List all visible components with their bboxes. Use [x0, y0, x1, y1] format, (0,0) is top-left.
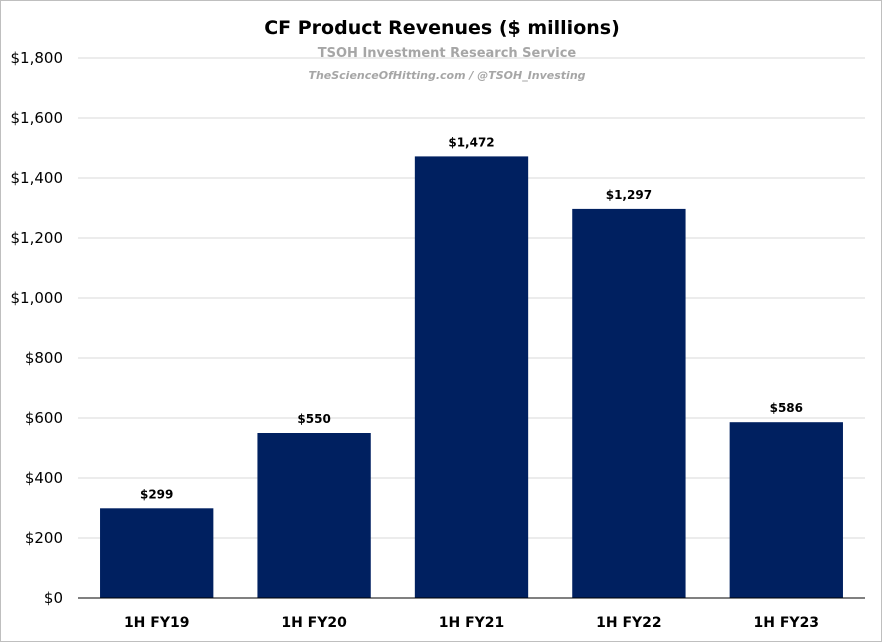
y-tick-label: $1,600 [11, 109, 64, 127]
x-tick-label: 1H FY21 [439, 615, 505, 631]
data-label: $1,472 [448, 135, 494, 149]
bars [100, 156, 843, 598]
y-tick-label: $200 [25, 529, 63, 547]
y-tick-label: $400 [25, 469, 63, 487]
x-tick-label: 1H FY23 [754, 615, 820, 631]
x-tick-label: 1H FY20 [281, 615, 347, 631]
y-tick-label: $1,800 [11, 49, 64, 67]
chart-credit: TheScienceOfHitting.com / @TSOH_Investin… [308, 69, 585, 82]
data-label: $550 [297, 412, 330, 426]
bar [100, 508, 214, 598]
chart-subtitle: TSOH Investment Research Service [318, 46, 577, 61]
data-labels: $299 $550 $1,472 $1,297 $586 [140, 135, 803, 501]
data-label: $1,297 [606, 188, 652, 202]
data-label: $586 [770, 401, 803, 415]
y-tick-label: $1,200 [11, 229, 64, 247]
chart-title: CF Product Revenues ($ millions) [264, 17, 620, 39]
bar [257, 433, 371, 598]
x-tick-label: 1H FY22 [596, 615, 662, 631]
axes: $0 $200 $400 $600 $800 $1,000 $1,200 $1,400 $1,6… [11, 49, 865, 631]
y-tick-label: $600 [25, 409, 63, 427]
y-tick-label: $1,000 [11, 289, 64, 307]
y-tick-label: $800 [25, 349, 63, 367]
bar [572, 208, 686, 598]
x-tick-label: 1H FY19 [124, 615, 190, 631]
bar [414, 156, 529, 598]
y-tick-label: $1,400 [11, 169, 64, 187]
y-tick-label: $0 [44, 589, 63, 607]
data-label: $299 [140, 487, 173, 501]
bar [729, 422, 843, 598]
